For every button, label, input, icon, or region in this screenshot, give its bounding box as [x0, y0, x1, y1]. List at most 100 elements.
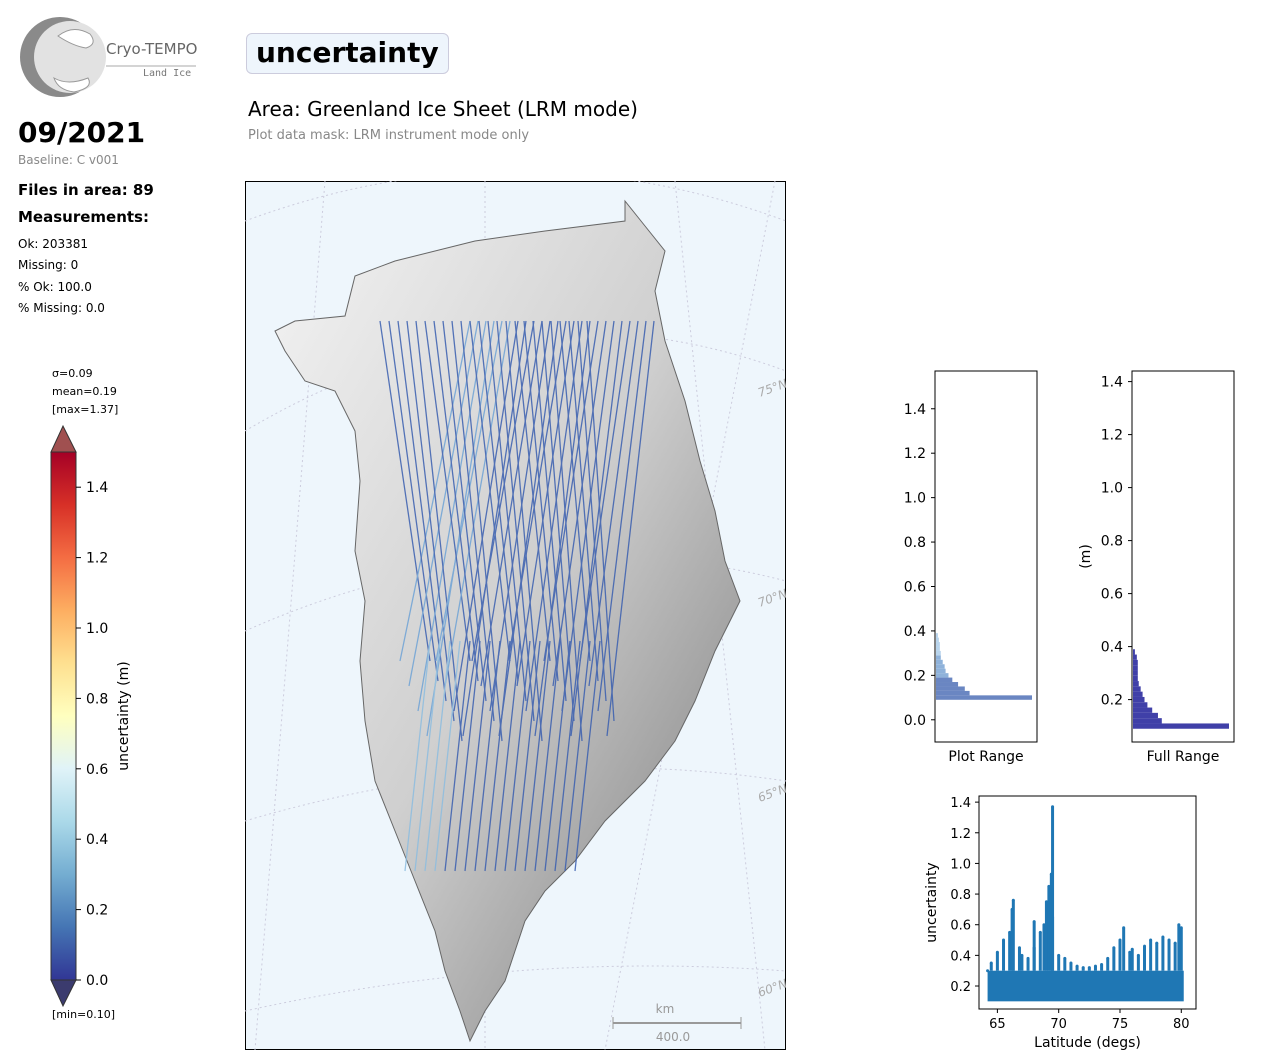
histogram-bar	[936, 673, 949, 678]
ground-track	[523, 320, 559, 682]
colorbar-min: [min=0.10]	[52, 1008, 116, 1021]
y-tick-label: 0.6	[904, 579, 926, 595]
y-tick-label: 0.4	[1101, 640, 1123, 656]
x-axis-label: Latitude (degs)	[1034, 1035, 1141, 1051]
histogram-bar	[936, 642, 940, 647]
y-tick-label: 0.4	[904, 624, 926, 640]
colorbar: 0.0 0.2 0.4 0.6 0.8 1.0 1.2 1.4 uncertainty (m)	[50, 424, 132, 1008]
colorbar-tick-label: 0.2	[86, 903, 108, 919]
scatter-point	[989, 961, 993, 965]
colorbar-tick-label: 1.4	[86, 480, 108, 496]
ground-track	[464, 640, 491, 872]
ground-track	[494, 640, 521, 872]
logo-name: Cryo-TEMPO	[106, 40, 198, 58]
x-axis-label: Plot Range	[948, 749, 1023, 765]
histogram-bar	[1133, 718, 1162, 724]
ground-track	[435, 320, 503, 662]
scatter-point	[1010, 907, 1014, 911]
scatter-point	[1044, 900, 1048, 904]
ground-track	[507, 320, 567, 662]
histogram-bar	[936, 650, 941, 656]
scatter-point	[1002, 938, 1006, 942]
x-tick-label: 75	[1112, 1017, 1129, 1032]
histogram-bar	[936, 659, 943, 665]
scatter-point	[1051, 805, 1055, 809]
ground-track	[505, 320, 543, 742]
ground-track	[474, 640, 501, 872]
scatter-point	[1177, 923, 1181, 927]
histogram-bar	[1133, 670, 1138, 676]
y-tick-label: 0.8	[950, 888, 971, 903]
scatter-point	[1149, 938, 1153, 942]
scatter-point	[1128, 950, 1132, 954]
scatter-point	[1087, 966, 1091, 970]
ground-track	[559, 320, 591, 662]
y-axis-label: uncertainty	[924, 862, 940, 942]
scatter-point	[1173, 941, 1177, 945]
histogram-bar	[1133, 686, 1141, 692]
ground-track	[524, 640, 551, 872]
scatter-point	[1167, 938, 1171, 942]
y-tick-label: 0.8	[904, 535, 926, 551]
scatter-point	[1069, 961, 1073, 965]
ground-track	[534, 640, 561, 872]
stat-ok: Ok: 203381	[18, 237, 89, 251]
histogram-bar	[936, 690, 970, 696]
scatter-point	[1032, 920, 1036, 924]
ground-track	[433, 320, 479, 682]
x-tick-label: 70	[1050, 1017, 1067, 1032]
y-tick-label: 1.2	[1101, 428, 1123, 444]
scale-unit: km	[656, 1002, 675, 1016]
measurements-heading: Measurements:	[18, 208, 149, 226]
ground-track	[444, 320, 511, 687]
histogram-bar	[936, 633, 938, 638]
ground-track	[606, 320, 655, 737]
scatter-point	[995, 950, 999, 954]
histogram-bar	[936, 646, 940, 651]
stat-missing: Missing: 0	[18, 258, 79, 272]
y-tick-label: 1.2	[904, 446, 926, 462]
ground-track	[444, 640, 471, 872]
colorbar-tick-label: 1.2	[86, 551, 108, 567]
scatter-point	[1179, 926, 1183, 930]
ground-track	[424, 640, 451, 872]
scatter-point	[1143, 944, 1147, 948]
colorbar-max: [max=1.37]	[52, 403, 119, 416]
ground-track	[388, 320, 439, 682]
colorbar-sigma: σ=0.09	[52, 367, 93, 380]
ground-track	[460, 320, 503, 742]
histogram-bar	[1133, 707, 1153, 713]
ground-track	[574, 640, 601, 872]
scatter-point	[986, 969, 990, 973]
date-label: 09/2021	[18, 116, 146, 149]
y-tick-label: 1.0	[904, 491, 926, 507]
map-panel: 80°N75°N70°N65°N60°N 75°N70°N65°N60°N km…	[245, 181, 786, 1050]
colorbar-tick-label: 0.6	[86, 762, 108, 778]
y-tick-label: 1.4	[950, 796, 971, 811]
logo-subtitle: Land Ice	[143, 68, 192, 79]
y-tick-label: 0.8	[1101, 534, 1123, 550]
histogram-bar	[1133, 665, 1138, 671]
scatter-point	[1155, 941, 1159, 945]
y-tick-label: 1.4	[904, 402, 926, 418]
scale-value: 400.0	[656, 1030, 690, 1044]
ground-track	[442, 320, 487, 702]
x-axis-label: Full Range	[1147, 749, 1220, 765]
scatter-density-band	[987, 970, 1184, 1002]
ground-track	[561, 320, 615, 712]
histogram-bar	[1133, 681, 1139, 687]
scatter-point	[1063, 956, 1067, 960]
ground-track	[434, 640, 461, 872]
y-tick-label: 0.2	[950, 980, 971, 995]
ground-track	[379, 320, 431, 662]
ground-track	[453, 320, 519, 712]
colorbar-tick-label: 0.4	[86, 832, 108, 848]
ground-track	[504, 640, 531, 872]
scatter-point	[1081, 966, 1085, 970]
y-tick-label: 0.2	[1101, 693, 1123, 709]
colorbar-tick-label: 1.0	[86, 621, 108, 637]
scatter-point	[1011, 898, 1015, 902]
ground-track	[414, 640, 441, 872]
scatter-point	[1008, 930, 1012, 934]
ground-track	[426, 320, 495, 737]
